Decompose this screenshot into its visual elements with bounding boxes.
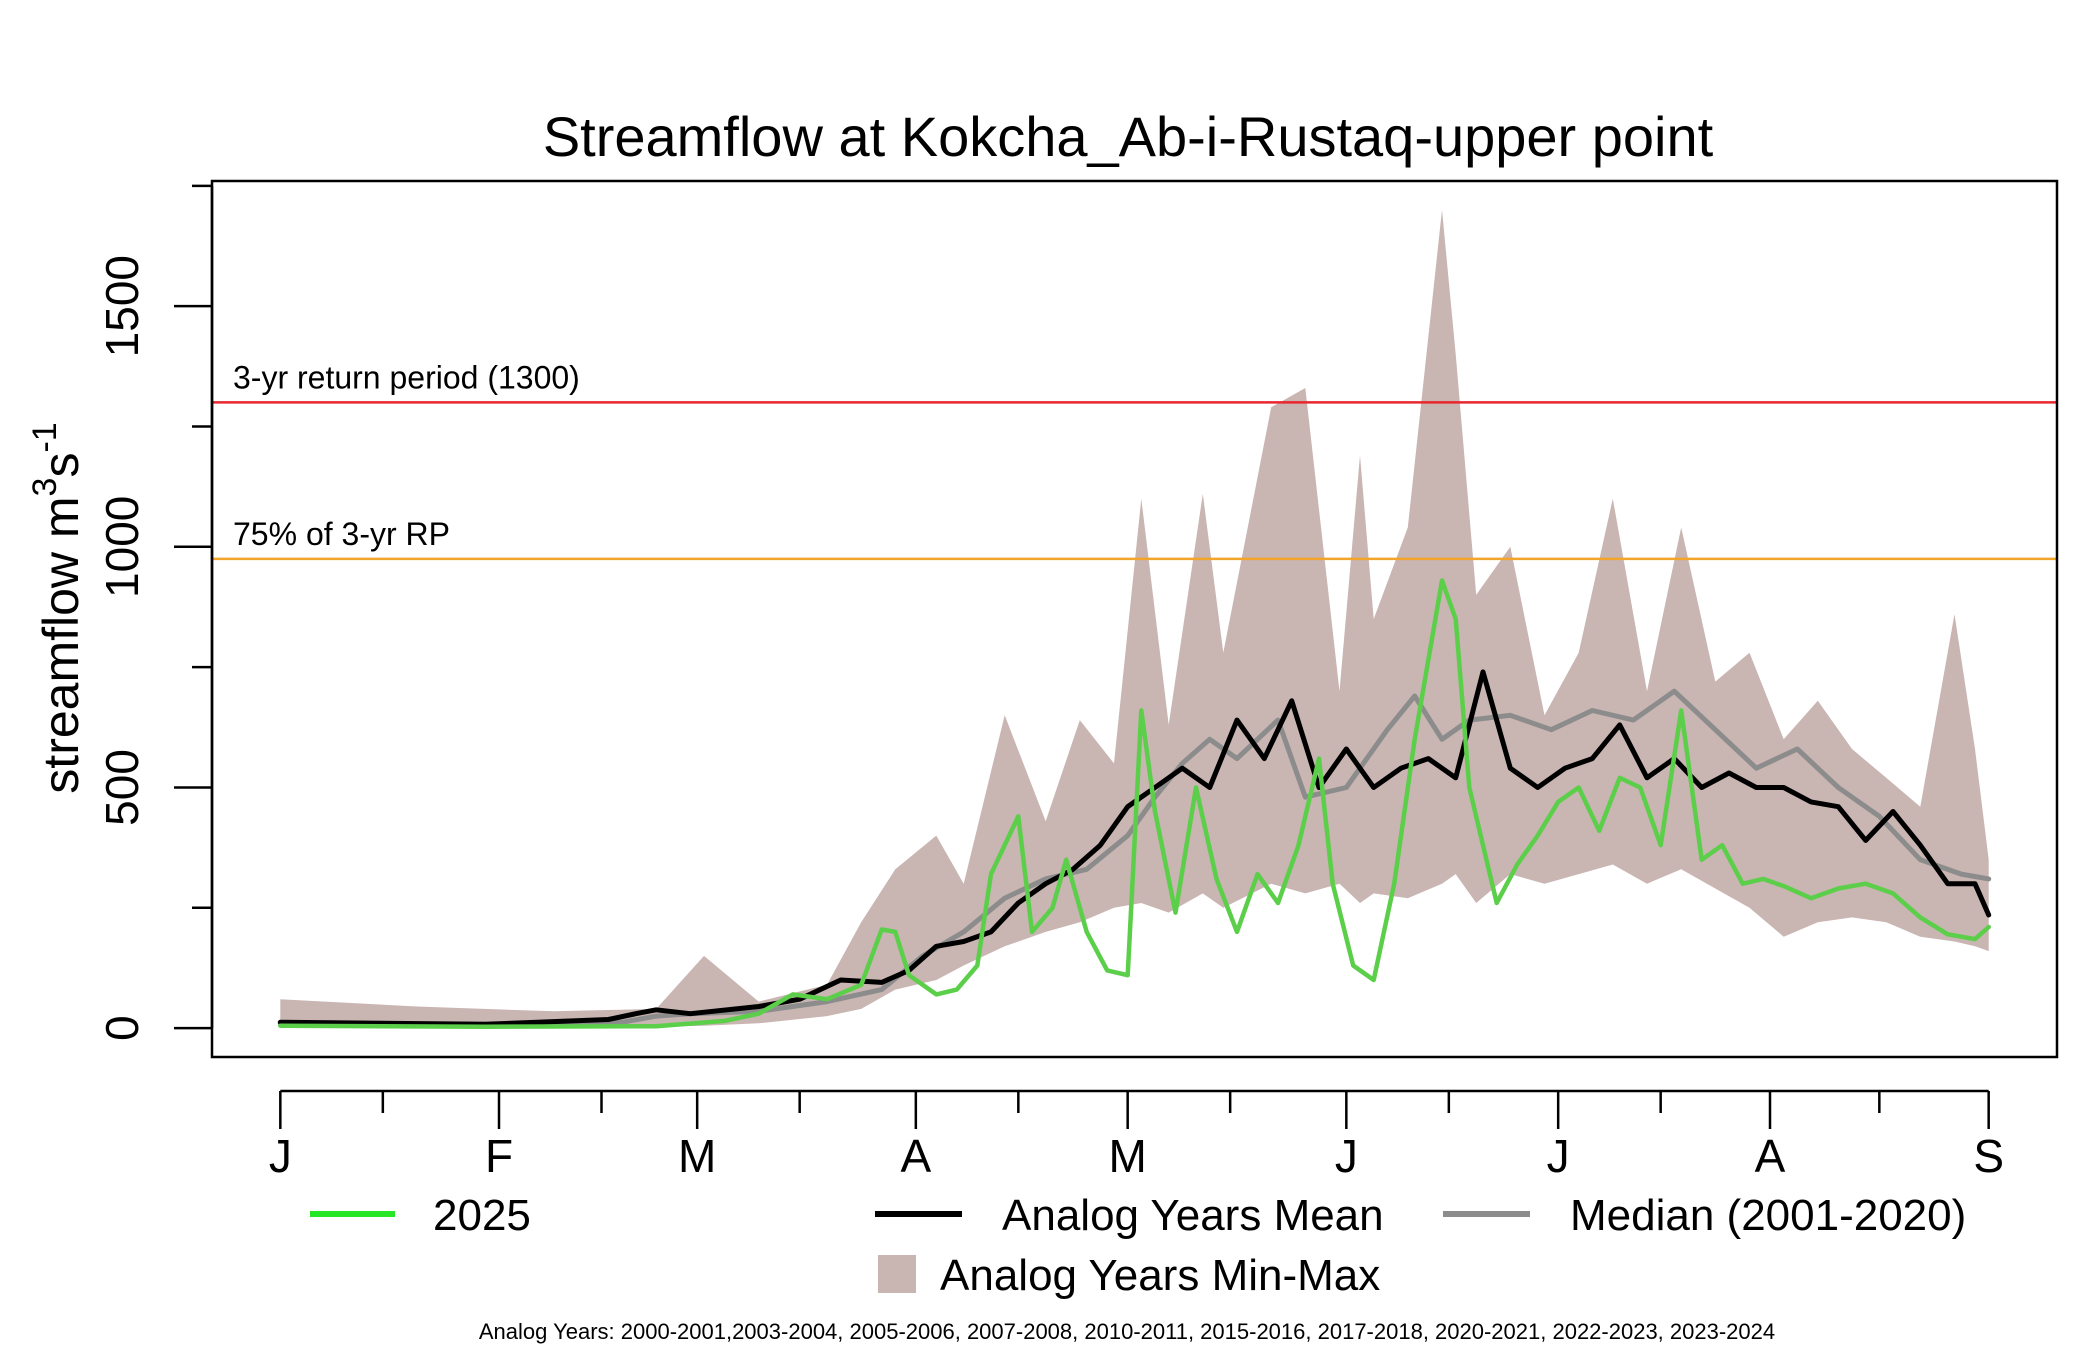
x-tick-label: M (1109, 1130, 1147, 1182)
x-tick-label: M (678, 1130, 716, 1182)
y-tick-label: 500 (96, 749, 148, 826)
series-line-analog-years-mean (277, 669, 1992, 1027)
legend: 2025 Analog Years Mean Median (2001-2020… (310, 1191, 1966, 1300)
x-tick-label: S (1973, 1130, 2004, 1182)
y-tick-label: 1500 (96, 255, 148, 357)
legend-label-2025: 2025 (433, 1191, 531, 1240)
y-tick-label: 1000 (96, 496, 148, 598)
series-band-analog-years-min-max (280, 209, 1989, 1027)
x-tick-label: J (269, 1130, 292, 1182)
reference-lines: 3-yr return period (1300) 75% of 3-yr RP (212, 359, 2057, 561)
y-axis-label: streamflow m3s-1 (26, 422, 89, 793)
y-axis: 0 500 1000 1500 (96, 184, 214, 1041)
analog-years-footnote: Analog Years: 2000-2001,2003-2004, 2005-… (479, 1319, 1775, 1344)
series-line-median-2001-2020 (277, 688, 1992, 1027)
legend-label-median: Median (2001-2020) (1570, 1191, 1966, 1240)
plot-frame (210, 179, 2059, 1059)
reference-label-seventy-five-percent: 75% of 3-yr RP (233, 516, 450, 552)
reference-label-return-period: 3-yr return period (1300) (233, 359, 580, 395)
x-tick-label: J (1547, 1130, 1570, 1182)
chart-title: Streamflow at Kokcha_Ab-i-Rustaq-upper p… (543, 105, 1714, 168)
y-tick-label: 0 (96, 1015, 148, 1041)
legend-item-mean: Analog Years Mean (875, 1191, 1384, 1240)
legend-item-2025: 2025 (310, 1191, 531, 1240)
legend-label-minmax: Analog Years Min-Max (940, 1251, 1380, 1300)
x-tick-label: J (1335, 1130, 1358, 1182)
x-tick-label: A (1755, 1130, 1786, 1182)
legend-item-minmax: Analog Years Min-Max (878, 1251, 1380, 1300)
legend-item-median: Median (2001-2020) (1443, 1191, 1966, 1240)
legend-label-mean: Analog Years Mean (1002, 1191, 1384, 1240)
x-tick-label: A (900, 1130, 931, 1182)
x-tick-label: F (485, 1130, 513, 1182)
series-line-2025 (278, 578, 1991, 1029)
legend-swatch-minmax (878, 1255, 916, 1293)
plot-area (277, 209, 1992, 1029)
